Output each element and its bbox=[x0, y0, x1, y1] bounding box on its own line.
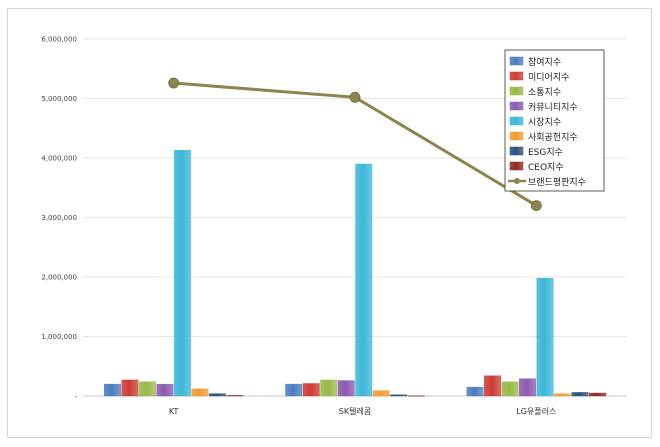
y-tick-label: 5,000,000 bbox=[41, 95, 77, 103]
legend-label: 시장지수 bbox=[528, 117, 561, 128]
bar bbox=[484, 375, 502, 397]
bar bbox=[589, 392, 607, 397]
legend-label: CEO지수 bbox=[528, 162, 564, 173]
bar bbox=[554, 393, 572, 397]
line-point bbox=[530, 200, 542, 212]
bar bbox=[355, 163, 373, 397]
legend-label: 브랜드평판지수 bbox=[528, 177, 586, 188]
legend-marker bbox=[514, 178, 520, 184]
line-series bbox=[168, 77, 542, 212]
x-category-label: SK텔레콤 bbox=[339, 407, 371, 416]
legend-label: 미디어지수 bbox=[528, 72, 569, 83]
y-tick-label: 1,000,000 bbox=[41, 333, 77, 341]
line-point bbox=[349, 91, 361, 103]
y-tick-label: 6,000,000 bbox=[41, 36, 77, 44]
legend-label: 커뮤니티지수 bbox=[528, 102, 578, 113]
legend-swatch bbox=[509, 56, 524, 66]
legend-label: 참여지수 bbox=[528, 56, 561, 68]
bar bbox=[103, 383, 121, 397]
legend-swatch bbox=[509, 101, 524, 111]
x-category-label: LG유플러스 bbox=[516, 407, 556, 416]
y-tick-label: 4,000,000 bbox=[41, 155, 77, 163]
legend-swatch bbox=[509, 86, 524, 96]
legend-swatch bbox=[509, 71, 524, 81]
bar bbox=[519, 378, 537, 397]
bar bbox=[226, 395, 244, 397]
legend-swatch bbox=[509, 131, 524, 141]
legend-label: 소통지수 bbox=[528, 87, 561, 98]
line-point bbox=[168, 77, 180, 89]
bar bbox=[390, 394, 408, 397]
legend-swatch bbox=[509, 146, 524, 156]
legend-swatch bbox=[509, 116, 524, 126]
legend-label: ESG지수 bbox=[528, 147, 563, 158]
legend-swatch bbox=[509, 161, 524, 171]
bars bbox=[103, 150, 607, 397]
x-category-label: KT bbox=[169, 407, 179, 416]
bar bbox=[208, 393, 226, 397]
bar bbox=[536, 277, 554, 397]
y-tick-label: - bbox=[74, 393, 77, 401]
bar bbox=[191, 388, 209, 397]
y-tick-label: 3,000,000 bbox=[41, 214, 77, 222]
bar bbox=[501, 381, 519, 397]
bar bbox=[407, 395, 425, 397]
bar bbox=[320, 379, 338, 397]
bar bbox=[466, 386, 484, 397]
x-axis-categories: KT SK텔레콤 LG유플러스 bbox=[169, 407, 556, 416]
bar bbox=[173, 150, 191, 397]
legend-label: 사회공헌지수 bbox=[528, 132, 578, 143]
bar bbox=[138, 381, 156, 397]
bar bbox=[156, 383, 174, 397]
bar bbox=[372, 390, 390, 397]
bar bbox=[337, 380, 355, 397]
bar bbox=[302, 383, 320, 397]
y-axis-ticks: - 1,000,000 2,000,000 3,000,000 4,000,000 5,0… bbox=[41, 36, 77, 401]
bar bbox=[121, 379, 139, 397]
bar bbox=[285, 383, 303, 397]
y-tick-label: 2,000,000 bbox=[41, 274, 77, 282]
bar bbox=[571, 392, 589, 397]
